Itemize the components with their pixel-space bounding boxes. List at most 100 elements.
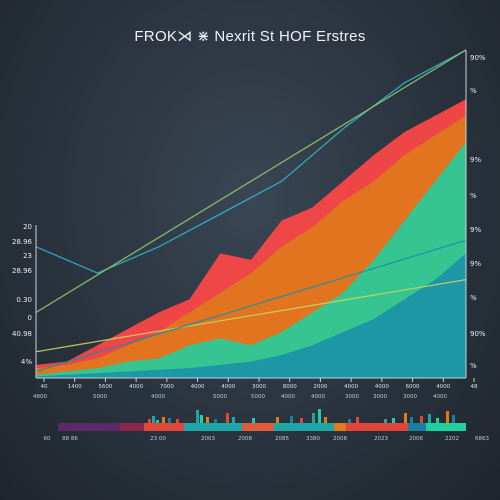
bottom-strip-group: 60 88 86 23 00 2003 2008 2085 3380 2008 2023 2006…: [44, 409, 489, 442]
strip-bar: [156, 420, 159, 423]
y-tick-label-left: 4%: [21, 358, 32, 366]
strip-segment: [58, 423, 120, 431]
axes-group: [35, 50, 467, 379]
y-tick-label-right: %: [470, 294, 477, 302]
strip-bar: [232, 417, 235, 423]
x-tick-label: 4000: [129, 384, 143, 390]
y-tick-label-left: 0.30: [16, 296, 32, 304]
y-tick-label-left: 20: [23, 223, 32, 231]
strip-bar: [436, 418, 439, 423]
strip-segment: [274, 423, 334, 431]
strip-label: 3380: [306, 436, 320, 442]
bottom-row-label: 4000: [311, 394, 325, 400]
y-tick-label-left: 23: [23, 252, 32, 260]
strip-label: 2085: [275, 436, 289, 442]
strip-bar: [206, 417, 209, 423]
y-tick-label-left: 40.98: [12, 330, 32, 338]
x-tick-label: 2000: [313, 384, 327, 390]
strip-label: 2006: [409, 436, 423, 442]
strip-bar: [200, 415, 203, 423]
x-tick-label: 6000: [406, 384, 420, 390]
strip-bar: [152, 416, 155, 423]
x-tick-label: 4000: [375, 384, 389, 390]
trend-line-2: [35, 49, 467, 313]
strip-bar: [410, 417, 413, 423]
strip-bar: [300, 418, 303, 423]
bottom-row-label: 4800: [33, 394, 47, 400]
y-tick-label-left: 28.96: [12, 238, 33, 246]
strip-segment: [408, 423, 426, 431]
strip-bar: [196, 410, 199, 423]
strip-bar: [446, 411, 449, 423]
x-tick-label: 5600: [98, 384, 112, 390]
area-series-group: [36, 99, 466, 378]
strip-label: 23 00: [150, 436, 166, 442]
chart-title: FROK⋊ ⋇ Nexrit St HOF Erstres: [134, 28, 366, 45]
strip-bar: [404, 413, 407, 423]
y-tick-label-right: %: [470, 192, 477, 200]
x-tick-label: 3000: [252, 384, 266, 390]
x-tick-label: 48: [471, 384, 478, 390]
strip-bar: [148, 419, 151, 423]
strip-bar: [392, 418, 395, 423]
y-tick-label-right: 90%: [470, 54, 486, 62]
strip-bar: [276, 417, 279, 423]
strip-bar: [384, 419, 387, 423]
strip-bar: [252, 418, 255, 423]
strip-label: 2202: [445, 436, 459, 442]
bottom-row-label: 3000: [403, 394, 417, 400]
strip-bar: [356, 417, 359, 423]
strip-bar: [176, 419, 179, 423]
strip-bar: [214, 419, 217, 423]
tick-labels-group: 40 1400 5600 4000 7000 4000 4000 3000 8000 2000 40…: [12, 54, 486, 400]
x-tick-label: 4000: [436, 384, 450, 390]
bottom-row-label: 5000: [213, 394, 227, 400]
bottom-row-label: 3000: [345, 394, 359, 400]
strip-bar: [162, 417, 165, 423]
y-tick-label-right: %: [470, 87, 477, 95]
y-tick-label-right: 9%: [470, 260, 481, 268]
strip-bar: [348, 419, 351, 423]
strip-bar: [428, 414, 431, 423]
bottom-row-label: 5000: [93, 394, 107, 400]
strip-bar: [420, 416, 423, 423]
strip-segment: [120, 423, 144, 431]
trend-lines-group: [35, 49, 467, 373]
trend-line-4: [35, 239, 467, 373]
x-tick-label: 4000: [344, 384, 358, 390]
strip-bar: [324, 417, 327, 423]
area-series-4: [36, 253, 466, 378]
bottom-row-label: 3000: [373, 394, 387, 400]
x-tick-label: 7000: [160, 384, 174, 390]
y-tick-label-right: 9%: [470, 156, 481, 164]
x-tick-label: 8000: [283, 384, 297, 390]
area-series-3: [36, 141, 466, 378]
x-tick-label: 1400: [68, 384, 82, 390]
strip-label: 2003: [201, 436, 215, 442]
strip-segment: [184, 423, 242, 431]
x-tick-label: 4000: [221, 384, 235, 390]
strip-segment: [144, 423, 184, 431]
strip-segment: [334, 423, 346, 431]
y-tick-label-left: 28.96: [12, 267, 33, 275]
y-tick-label-right: 90%: [470, 330, 486, 338]
bottom-row-label: 4000: [151, 394, 165, 400]
strip-bar: [168, 418, 171, 423]
strip-label: 2023: [374, 436, 388, 442]
strip-bar: [312, 413, 315, 423]
strip-segment: [242, 423, 274, 431]
strip-label: 2008: [333, 436, 347, 442]
trend-line-3: [35, 278, 467, 353]
strip-bar: [226, 413, 229, 423]
x-tick-label: 4000: [191, 384, 205, 390]
y-tick-label-right: %: [470, 362, 477, 370]
strip-segment: [346, 423, 408, 431]
y-tick-label-right: 9%: [470, 226, 481, 234]
bottom-row-label: 4000: [433, 394, 447, 400]
strip-label: 60: [44, 436, 51, 442]
y-tick-label-left: 0: [28, 314, 32, 322]
strip-label: 2008: [238, 436, 252, 442]
bottom-row-label: 4000: [281, 394, 295, 400]
strip-bar: [290, 416, 293, 423]
